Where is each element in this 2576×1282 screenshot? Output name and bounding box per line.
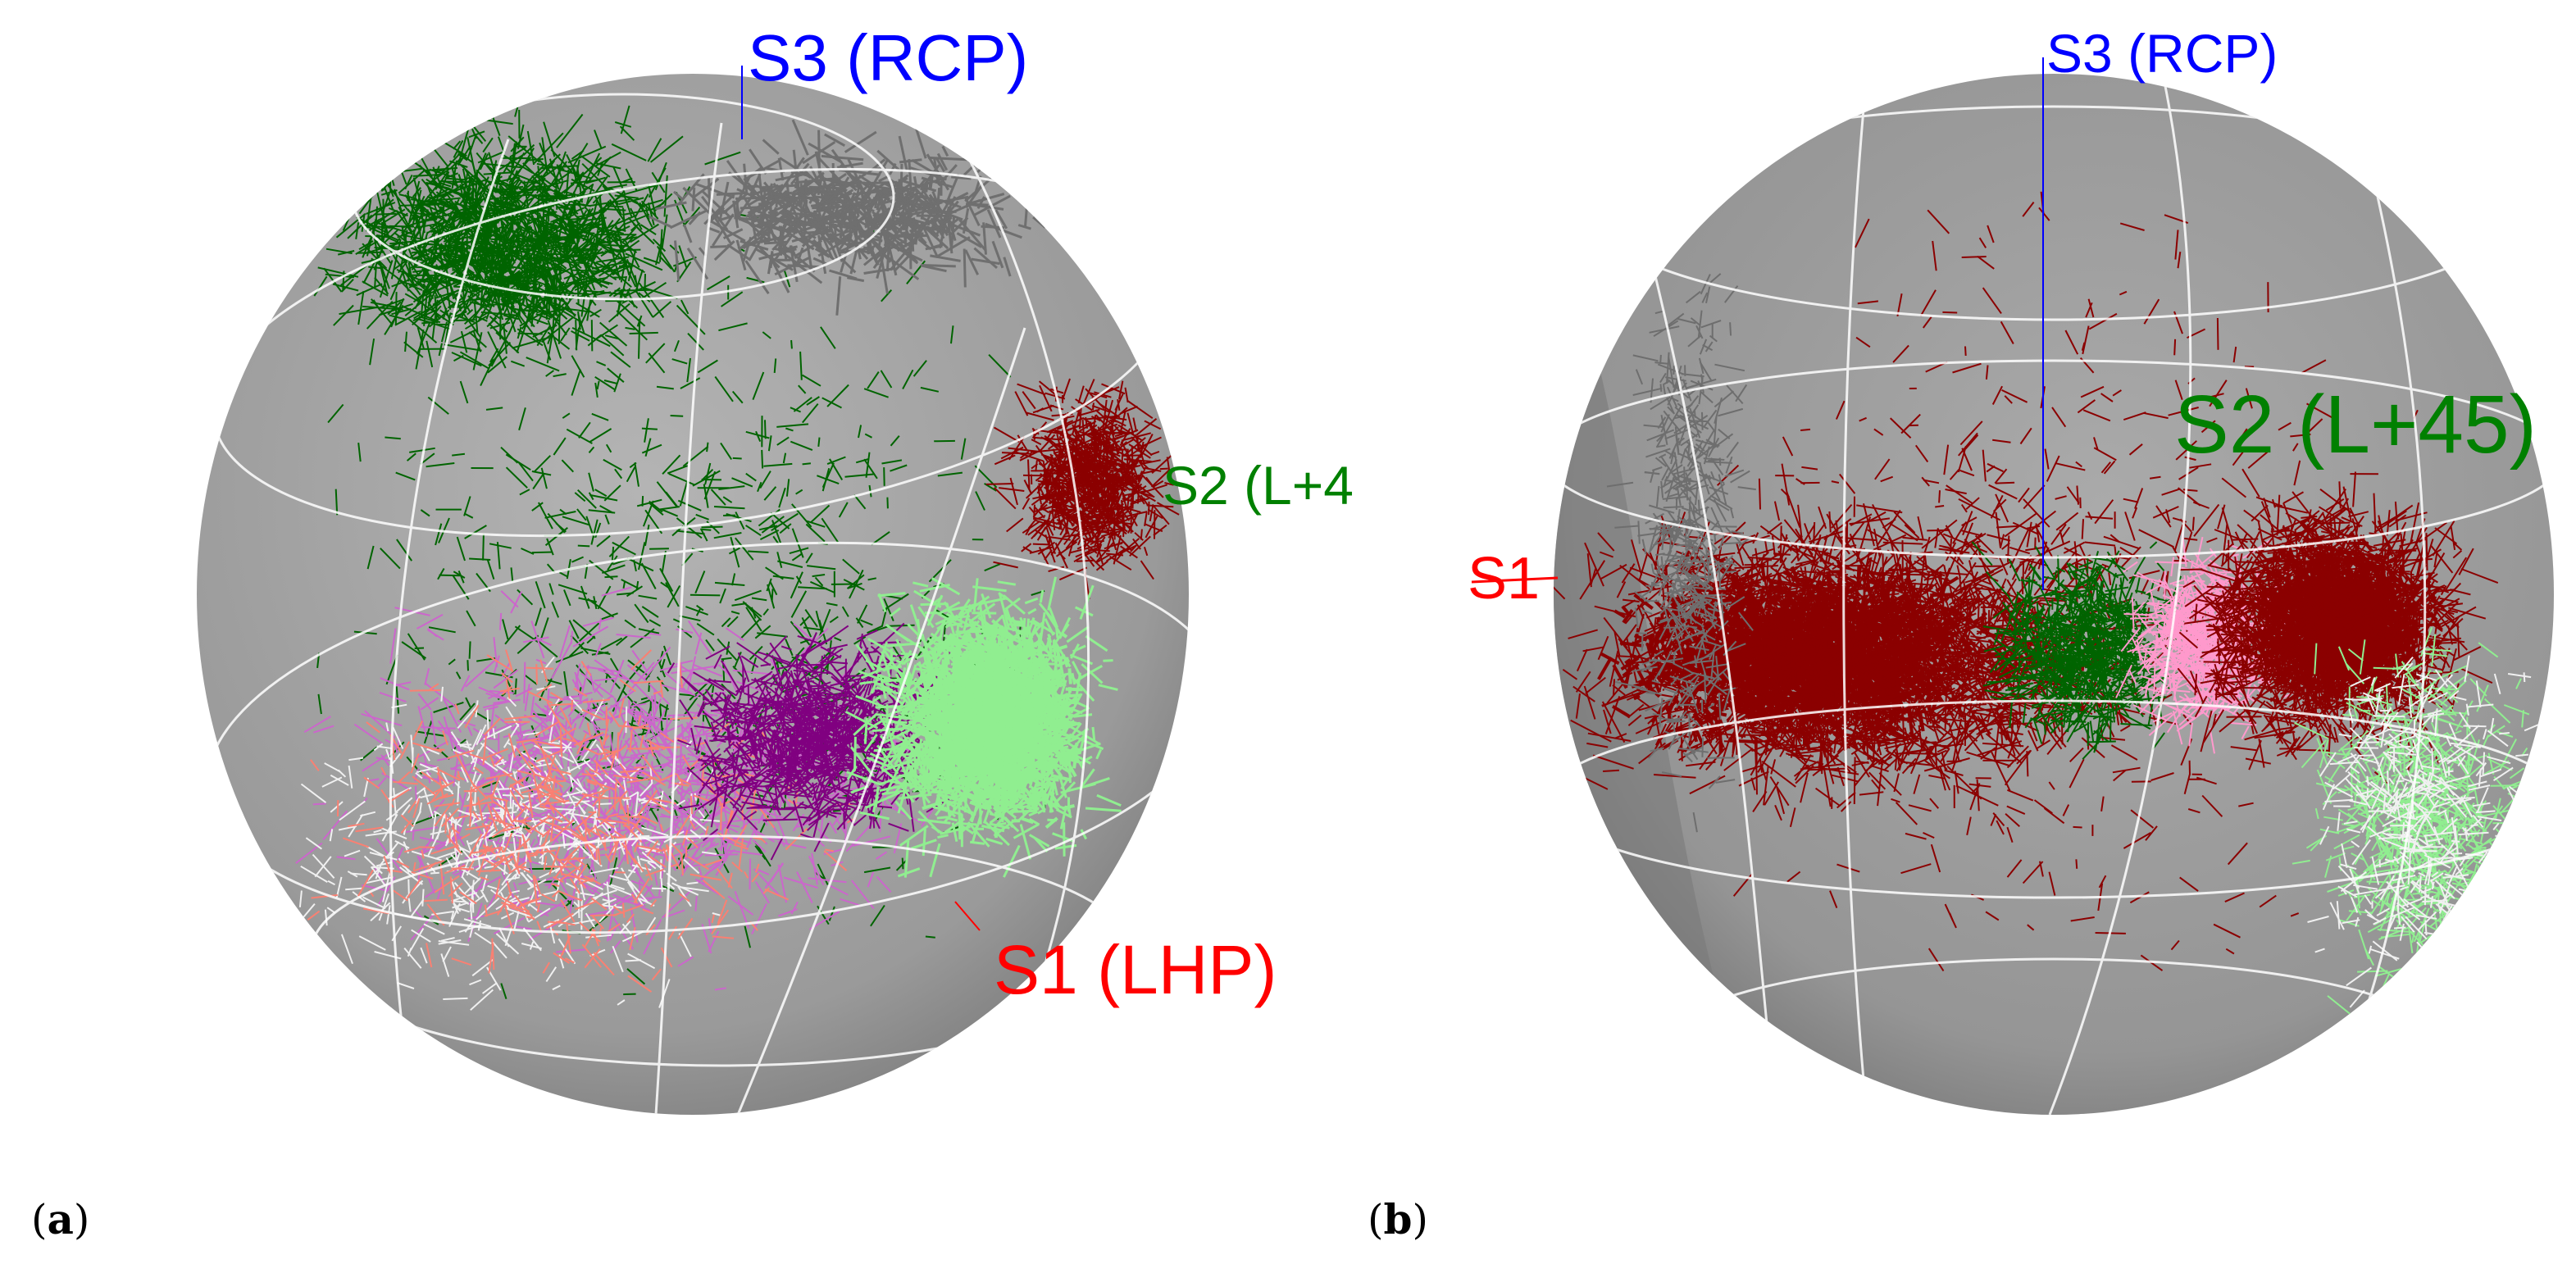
sphere-a-grid	[206, 93, 1189, 1115]
s1-axis-b	[1471, 576, 1559, 584]
s3-label-b: S3 (RCP)	[2046, 23, 2278, 84]
sphere-b-scatter	[1554, 191, 2553, 1016]
panel-label-b-letter: b	[1384, 1195, 1413, 1243]
s1-axis-a	[954, 901, 981, 931]
panel-label-a-open: (	[31, 1196, 48, 1243]
panel-label-a-letter: a	[48, 1195, 74, 1243]
s1-label-a: S1 (LHP)	[994, 931, 1277, 1008]
s2-label-a: S2 (L+4	[1163, 455, 1354, 516]
sphere-b: S3 (RCP) S2 (L+45) S1	[1468, 23, 2554, 1115]
panel-label-a-close: )	[74, 1196, 90, 1243]
s3-label-a: S3 (RCP)	[748, 21, 1028, 94]
panel-label-b-close: )	[1412, 1196, 1428, 1243]
panel-label-a: (a)	[31, 1195, 89, 1243]
s2-label-b: S2 (L+45)	[2174, 379, 2537, 471]
panel-label-b: (b)	[1368, 1195, 1428, 1243]
sphere-a: S3 (RCP) S2 (L+4 S1 (LHP)	[197, 21, 1354, 1115]
panel-label-b-open: (	[1368, 1196, 1384, 1243]
s1-label-b: S1	[1468, 546, 1540, 611]
